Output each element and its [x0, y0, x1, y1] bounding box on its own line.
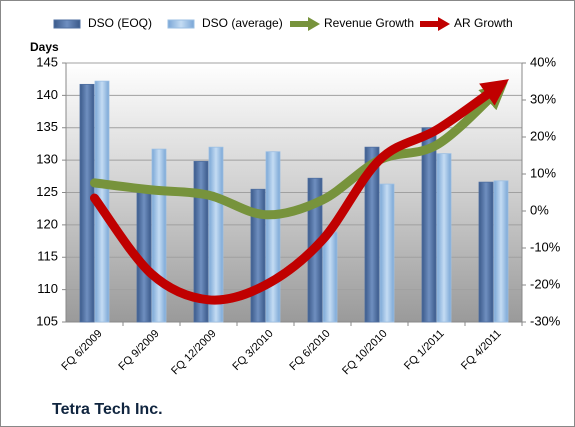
bar	[79, 83, 95, 323]
y-tick-label: 140	[36, 87, 58, 102]
legend-swatch	[167, 19, 195, 29]
bar	[421, 127, 437, 323]
y-tick-label: 105	[36, 313, 58, 328]
bar	[151, 148, 167, 323]
bar	[193, 161, 209, 323]
bar	[322, 231, 338, 323]
y2-tick-label: 0%	[530, 202, 549, 217]
y2-tick-label: 30%	[530, 91, 556, 106]
bar	[379, 183, 395, 323]
legend-label: Revenue Growth	[324, 16, 414, 30]
legend-swatch	[308, 17, 320, 31]
y-tick-label: 145	[36, 54, 58, 69]
y2-tick-label: 10%	[530, 165, 556, 180]
y-tick-label: 130	[36, 152, 58, 167]
y2-tick-label: 40%	[530, 54, 556, 69]
chart-title: Tetra Tech Inc.	[52, 401, 163, 418]
y-tick-label: 115	[37, 249, 58, 264]
bar	[436, 153, 452, 323]
y2-tick-label: -20%	[530, 276, 561, 291]
y-tick-label: 135	[36, 119, 58, 134]
y2-tick-label: -10%	[530, 239, 561, 254]
y-tick-label: 110	[37, 281, 58, 296]
y-tick-label: 125	[36, 184, 58, 199]
legend-label: AR Growth	[454, 16, 513, 30]
bar	[265, 151, 281, 323]
y-axis-label: Days	[30, 40, 59, 54]
legend-swatch	[438, 17, 450, 31]
legend-label: DSO (average)	[202, 16, 283, 30]
y2-tick-label: 20%	[530, 128, 556, 143]
line	[90, 82, 508, 220]
bar	[478, 181, 494, 323]
bar	[364, 146, 380, 323]
legend-label: DSO (EOQ)	[88, 16, 152, 30]
bar	[208, 146, 224, 323]
line	[90, 79, 509, 305]
y2-tick-label: -30%	[530, 313, 561, 328]
y-tick-label: 120	[36, 216, 58, 231]
legend-swatch	[53, 19, 81, 29]
bar	[493, 180, 509, 323]
